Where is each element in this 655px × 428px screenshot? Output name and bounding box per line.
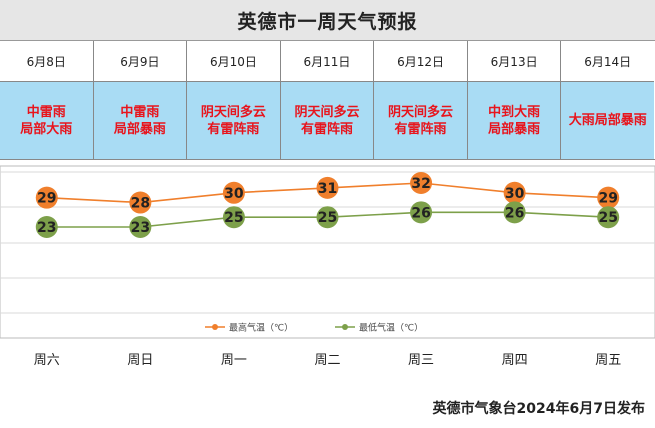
day-column: 6月10日 阴天间多云 有雷阵雨 — [187, 41, 281, 159]
weather-description: 中雷雨 局部大雨 — [0, 82, 93, 159]
data-label: 30 — [505, 186, 525, 202]
data-label: 23 — [131, 220, 150, 236]
data-label: 32 — [411, 176, 430, 192]
weather-description: 中雷雨 局部暴雨 — [93, 82, 187, 159]
legend-entry: 最高气温（℃） — [205, 322, 293, 334]
data-label: 25 — [598, 210, 617, 226]
day-column: 6月13日 中到大雨 局部暴雨 — [467, 41, 562, 159]
data-point: 31 — [316, 176, 339, 199]
data-point: 25 — [222, 206, 245, 229]
weekday-label: 周五 — [595, 352, 622, 368]
data-point: 26 — [503, 201, 526, 224]
data-point: 28 — [129, 191, 152, 214]
day-column: 6月9日 中雷雨 局部暴雨 — [93, 41, 188, 159]
legend-label: 最低气温（℃） — [359, 322, 423, 334]
data-label: 23 — [37, 220, 56, 236]
day-column: 6月12日 阴天间多云 有雷阵雨 — [374, 41, 468, 159]
date-label: 6月9日 — [93, 41, 187, 82]
weather-description: 阴天间多云 有雷阵雨 — [280, 82, 374, 159]
day-column: 6月11日 阴天间多云 有雷阵雨 — [280, 41, 375, 159]
date-label: 6月8日 — [0, 41, 93, 82]
data-point: 30 — [222, 181, 245, 204]
weather-description: 中到大雨 局部暴雨 — [467, 82, 561, 159]
data-label: 26 — [505, 205, 524, 221]
data-label: 30 — [224, 186, 244, 202]
weekday-row: 周六 周日 周一 周二 周三 周四 周五 — [0, 340, 655, 376]
day-column: 6月8日 中雷雨 局部大雨 — [0, 41, 94, 159]
data-label: 25 — [318, 210, 337, 226]
data-label: 25 — [224, 210, 243, 226]
data-label: 26 — [411, 205, 430, 221]
legend-label: 最高气温（℃） — [229, 322, 293, 334]
data-point: 23 — [129, 216, 152, 238]
weekday-label: 周二 — [314, 352, 341, 368]
page-title: 英德市一周天气预报 — [0, 0, 655, 41]
data-point: 32 — [410, 172, 433, 194]
band-divider — [0, 159, 655, 160]
weather-description: 阴天间多云 有雷阵雨 — [187, 82, 280, 159]
weekday-label: 周日 — [127, 352, 154, 368]
data-point: 30 — [503, 181, 526, 204]
weekday-label: 周一 — [220, 352, 247, 368]
data-label: 31 — [318, 181, 337, 197]
data-label: 29 — [37, 191, 56, 207]
legend-entry: 最低气温（℃） — [335, 322, 423, 334]
data-point: 23 — [35, 216, 58, 238]
date-label: 6月14日 — [561, 41, 654, 82]
weekday-label: 周六 — [33, 352, 60, 368]
weekday-label: 周三 — [408, 352, 435, 368]
temperature-line-chart: 29 28 30 31 32 30 29 23 23 25 25 26 26 25 最高气温（℃） 最低气温（… — [0, 165, 655, 339]
date-label: 6月12日 — [374, 41, 467, 82]
weekday-label: 周四 — [501, 352, 528, 368]
data-point: 26 — [410, 201, 433, 224]
data-point: 29 — [35, 186, 58, 209]
data-point: 25 — [316, 206, 339, 229]
date-label: 6月10日 — [187, 41, 280, 82]
date-label: 6月11日 — [280, 41, 374, 82]
publish-note: 英德市气象台2024年6月7日发布 — [432, 401, 645, 417]
data-label: 29 — [598, 191, 617, 207]
data-label: 28 — [131, 196, 150, 212]
data-point: 29 — [597, 186, 620, 209]
date-label: 6月13日 — [467, 41, 561, 82]
data-point: 25 — [597, 206, 620, 229]
weather-description: 阴天间多云 有雷阵雨 — [374, 82, 467, 159]
day-column: 6月14日 大雨局部暴雨 — [561, 41, 654, 159]
weather-description: 大雨局部暴雨 — [561, 82, 654, 159]
